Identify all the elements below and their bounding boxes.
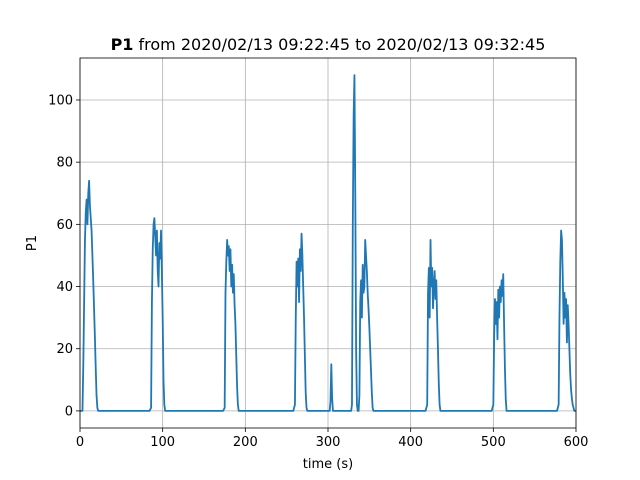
y-tick-label: 80 [56, 156, 73, 171]
series-line [80, 74, 576, 412]
chart-title-rest: from 2020/02/13 09:22:45 to 2020/02/13 0… [133, 35, 545, 54]
chart-title: P1 from 2020/02/13 09:22:45 to 2020/02/1… [111, 35, 546, 54]
series-layer [80, 74, 576, 412]
x-tick-label: 300 [316, 435, 341, 450]
y-tick-label: 0 [65, 404, 73, 419]
y-tick-label: 100 [48, 93, 73, 108]
y-tick-label: 60 [56, 218, 73, 233]
x-tick-label: 500 [481, 435, 506, 450]
x-axis-label: time (s) [303, 457, 353, 472]
grid [79, 58, 577, 428]
x-tick-label: 600 [564, 435, 589, 450]
chart-title-bold: P1 [111, 35, 134, 54]
x-tick-label: 400 [398, 435, 423, 450]
x-tick-label: 100 [150, 435, 175, 450]
y-tick-label: 40 [56, 280, 73, 295]
axis-ticks: 0 100 200 300 400 500 600 0 20 40 60 80 100 [48, 93, 588, 450]
x-tick-label: 200 [233, 435, 258, 450]
plot-frame [79, 57, 577, 429]
y-axis-label: P1 [25, 235, 40, 251]
x-tick-label: 0 [76, 435, 84, 450]
y-tick-label: 20 [56, 342, 73, 357]
